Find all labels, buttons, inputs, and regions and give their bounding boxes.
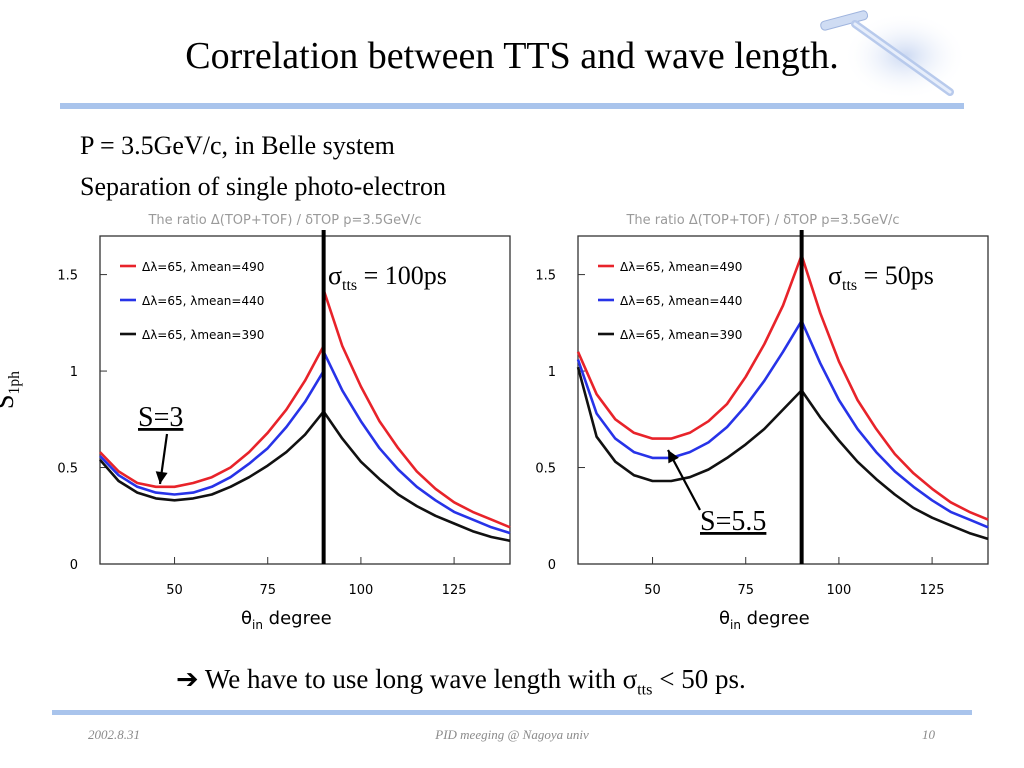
footer-center-text: PID meeging @ Nagoya univ	[435, 727, 589, 742]
separation-annotation: S=3	[138, 402, 183, 433]
x-axis-label: θin degree	[241, 608, 332, 632]
chart-left: The ratio Δ(TOP+TOF) / δTOP p=3.5GeV/c 0 0…	[57, 213, 511, 632]
chart-right: The ratio Δ(TOP+TOF) / δTOP p=3.5GeV/c 0 0…	[535, 213, 989, 632]
legend-label: Δλ=65, λmean=440	[620, 294, 742, 308]
legend-label: Δλ=65, λmean=440	[142, 294, 264, 308]
pen-decoration-icon	[820, 10, 967, 100]
x-tick-label: 75	[737, 583, 754, 598]
series-line-1	[99, 288, 511, 529]
footer-rule	[52, 710, 972, 715]
legend-label: Δλ=65, λmean=390	[620, 328, 742, 342]
annotation-arrowhead	[155, 471, 168, 484]
y-tick-label: 1	[70, 365, 78, 380]
series-line-2	[99, 350, 511, 535]
y-tick-label: 1.5	[57, 269, 78, 284]
x-axis-label: θin degree	[719, 608, 810, 632]
conclusion-text: ➔ We have to use long wave length with σ…	[176, 664, 746, 699]
annotation-arrowhead	[668, 450, 679, 464]
x-tick-label: 125	[442, 583, 467, 598]
series-line-2	[576, 319, 989, 529]
y-tick-label: 1.5	[535, 269, 556, 284]
y-tick-label: 0.5	[57, 462, 78, 477]
y-tick-label: 1	[548, 365, 556, 380]
subtitle-line-2: Separation of single photo-electron	[80, 172, 447, 201]
legend-label: Δλ=65, λmean=490	[142, 260, 264, 274]
chart-title: The ratio Δ(TOP+TOF) / δTOP p=3.5GeV/c	[625, 213, 899, 228]
x-tick-label: 50	[644, 583, 661, 598]
plot-frame	[577, 235, 989, 565]
footer-page-number: 10	[922, 727, 935, 742]
sigma-tts-label: σtts = 50ps	[828, 261, 934, 294]
x-tick-label: 50	[166, 583, 183, 598]
x-tick-label: 100	[826, 583, 851, 598]
x-tick-label: 100	[348, 583, 373, 598]
legend-label: Δλ=65, λmean=490	[620, 260, 742, 274]
plot-frame	[99, 235, 511, 565]
x-tick-label: 75	[259, 583, 276, 598]
legend-label: Δλ=65, λmean=390	[142, 328, 264, 342]
series-line-1	[576, 253, 989, 521]
footer-date: 2002.8.31	[88, 727, 140, 742]
y-tick-label: 0.5	[535, 462, 556, 477]
y-tick-label: 0	[548, 558, 556, 573]
slide-title: Correlation between TTS and wave length.	[185, 35, 839, 77]
x-tick-label: 125	[920, 583, 945, 598]
y-tick-label: 0	[70, 558, 78, 573]
series-line-3	[576, 366, 989, 541]
chart-title: The ratio Δ(TOP+TOF) / δTOP p=3.5GeV/c	[147, 213, 421, 228]
separation-annotation: S=5.5	[700, 506, 766, 537]
series-line-3	[99, 410, 511, 543]
title-rule	[60, 103, 964, 109]
sigma-tts-label: σtts = 100ps	[328, 261, 447, 294]
subtitle-line-1: P = 3.5GeV/c, in Belle system	[80, 131, 395, 160]
